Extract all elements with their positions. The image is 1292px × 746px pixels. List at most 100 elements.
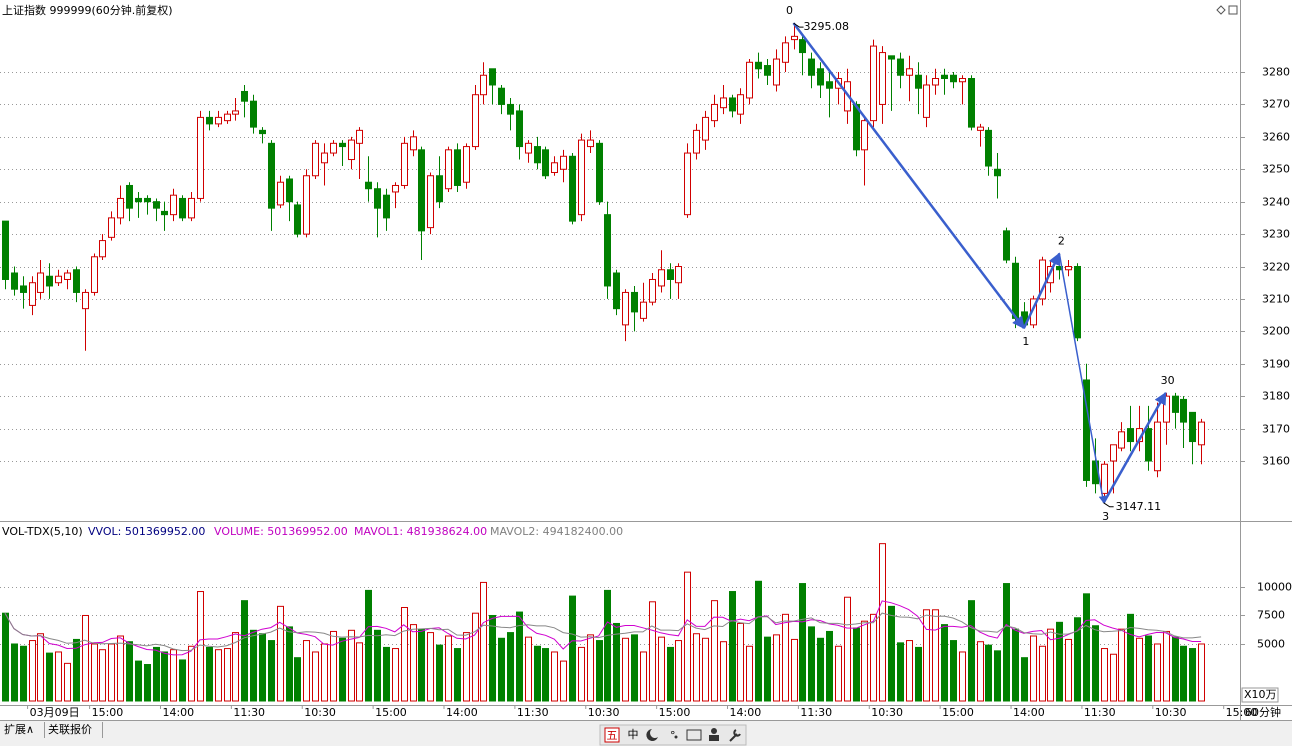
candle-body: [888, 55, 895, 60]
x-tick-label: 15:00: [1226, 706, 1258, 719]
volume-bar: [631, 634, 638, 702]
volume-bar: [711, 600, 718, 702]
candle-body: [374, 188, 381, 209]
candle-body: [37, 272, 44, 293]
volume-bar: [454, 648, 461, 702]
tool-button[interactable]: [604, 727, 620, 743]
volume-bar: [720, 641, 727, 702]
volume-bar: [844, 596, 851, 702]
candle-body: [808, 58, 815, 76]
period-label: 60分钟: [1245, 705, 1281, 719]
candle-body: [773, 58, 780, 86]
candle-body: [286, 178, 293, 203]
icon[interactable]: [1228, 5, 1238, 15]
tool-button[interactable]: [646, 729, 658, 741]
y-tick-label: 3260: [1262, 131, 1290, 144]
tool-button[interactable]: [711, 728, 717, 734]
candle-body: [321, 152, 328, 164]
volume-bar: [1127, 613, 1134, 702]
candle-body: [401, 142, 408, 186]
volume-bar: [277, 605, 284, 702]
volume-bar: [82, 614, 89, 702]
y-tick-label: 3180: [1262, 390, 1290, 403]
candle-body: [1101, 463, 1108, 494]
tab[interactable]: 关联报价: [48, 722, 92, 736]
volume-bar: [507, 632, 514, 702]
price-pointer: [1103, 502, 1114, 508]
x-tick-label: 14:00: [446, 706, 478, 719]
candle-body: [1145, 428, 1152, 462]
x-tick-label: 11:30: [517, 706, 549, 719]
candle-body: [551, 162, 558, 174]
candle-body: [941, 74, 948, 80]
candle-body: [224, 113, 231, 122]
candle-body: [897, 58, 904, 76]
candle-body: [534, 146, 541, 164]
zigzag-line: [1102, 391, 1167, 504]
candle-body: [720, 97, 727, 109]
candle-body: [410, 136, 417, 151]
volume-bar: [117, 635, 124, 702]
candle-body: [542, 149, 549, 177]
volume-bar: [20, 645, 27, 702]
tool-button[interactable]: °: [670, 729, 676, 742]
candle-body: [791, 35, 798, 41]
candle-body: [1189, 411, 1196, 443]
candle-body: [250, 100, 257, 128]
icon[interactable]: [1216, 5, 1226, 15]
tool-button[interactable]: 五: [607, 729, 618, 742]
candle-body: [826, 81, 833, 89]
volume-bar: [1154, 643, 1161, 702]
volume-bar: [658, 636, 665, 702]
volume-bar: [1180, 645, 1187, 702]
candle-body: [870, 45, 877, 122]
tool-button[interactable]: 中: [628, 728, 639, 741]
volume-bar: [268, 640, 275, 702]
candle-body: [1012, 262, 1019, 319]
candle-body: [445, 149, 452, 190]
volume-bar: [108, 643, 115, 702]
candle-body: [667, 269, 674, 280]
volume-bar: [729, 591, 736, 702]
candle-body: [454, 149, 461, 186]
volume-bar: [489, 614, 496, 702]
candle-body: [782, 42, 789, 63]
candle-body: [516, 110, 523, 148]
volume-bar: [1021, 657, 1028, 702]
volume-bar: [445, 635, 452, 702]
volume-bar: [817, 637, 824, 702]
volume-bar: [994, 650, 1001, 702]
candle-body: [1065, 266, 1072, 271]
candle-body: [144, 197, 151, 203]
volume-bar: [799, 583, 806, 702]
tab[interactable]: 扩展∧: [4, 722, 34, 736]
volume-header: VOLUME: 501369952.00: [214, 525, 348, 538]
volume-bar: [826, 630, 833, 702]
volume-bar: [985, 644, 992, 702]
volume-bar: [560, 660, 567, 702]
volume-bar: [1145, 635, 1152, 702]
tool-button[interactable]: [709, 735, 719, 741]
tool-button[interactable]: [729, 729, 741, 742]
volume-bar: [303, 640, 310, 702]
x-tick-label: 11:30: [1084, 706, 1116, 719]
volume-bar: [587, 634, 594, 702]
y-tick-label: 3200: [1262, 325, 1290, 338]
candle-body: [241, 90, 248, 102]
candle-body: [507, 103, 514, 115]
volume-bar: [356, 642, 363, 702]
volume-bar: [37, 633, 44, 702]
candle-body: [170, 194, 177, 216]
zigzag-label: 2: [1058, 235, 1065, 248]
volume-bar: [534, 645, 541, 702]
tool-button[interactable]: [674, 735, 678, 739]
candle-body: [560, 155, 567, 170]
candle-body: [879, 52, 886, 105]
volume-bar: [153, 646, 160, 702]
candle-body: [294, 204, 301, 235]
x-tick-label: 11:30: [800, 706, 832, 719]
tool-button[interactable]: [686, 729, 702, 741]
volume-bar: [977, 641, 984, 702]
zigzag-label: 1: [1022, 335, 1029, 348]
